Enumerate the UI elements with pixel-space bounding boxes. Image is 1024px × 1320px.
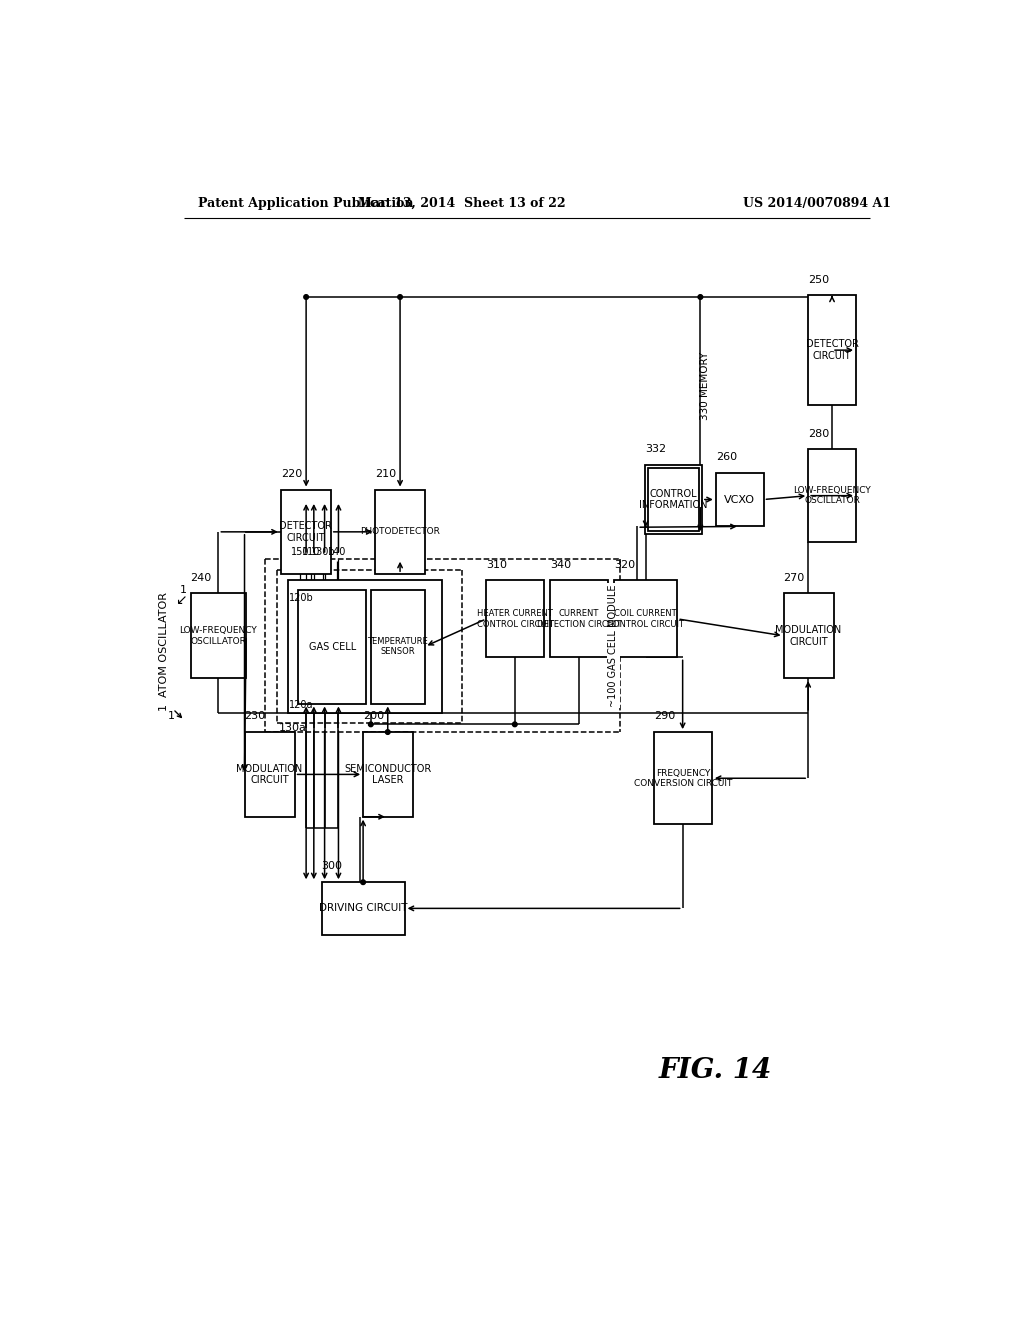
Bar [245,733,295,817]
Text: 130a: 130a [279,723,306,733]
Bar [281,490,331,574]
Text: 140: 140 [328,548,346,557]
Bar [614,581,677,657]
Text: ↙: ↙ [175,594,186,607]
Bar [190,594,246,678]
Bar [783,594,834,678]
Text: DETECTOR
CIRCUIT: DETECTOR CIRCUIT [280,521,332,543]
Text: 1  ATOM OSCILLATOR: 1 ATOM OSCILLATOR [160,591,169,710]
Text: 120a: 120a [289,700,313,710]
Bar [654,733,712,825]
Text: LOW-FREQUENCY
OSCILLATOR: LOW-FREQUENCY OSCILLATOR [179,626,257,645]
Text: 290: 290 [654,711,676,721]
Text: 130b: 130b [310,548,336,557]
Text: FREQUENCY
CONVERSION CIRCUIT: FREQUENCY CONVERSION CIRCUIT [634,768,732,788]
Text: 1: 1 [168,711,175,721]
Circle shape [369,722,373,726]
Text: 1: 1 [179,585,186,594]
Text: 240: 240 [190,573,212,582]
Text: MODULATION
CIRCUIT: MODULATION CIRCUIT [775,624,842,647]
Text: VCXO: VCXO [724,495,755,504]
Bar [486,581,544,657]
Text: 270: 270 [783,573,805,582]
Text: ~100 GAS CELL MODULE: ~100 GAS CELL MODULE [608,585,618,706]
Circle shape [397,294,402,300]
Text: 110: 110 [301,548,319,557]
Bar [550,581,608,657]
Bar [371,590,425,704]
Text: 230: 230 [245,711,265,721]
Text: SEMICONDUCTOR
LASER: SEMICONDUCTOR LASER [344,763,432,785]
Circle shape [304,294,308,300]
Text: 340: 340 [550,560,571,570]
Text: Patent Application Publication: Patent Application Publication [199,197,414,210]
Text: CONTROL
INFORMATION: CONTROL INFORMATION [639,488,708,511]
Bar [298,590,367,704]
Text: GAS CELL: GAS CELL [308,642,356,652]
Bar [645,465,701,535]
Text: DRIVING CIRCUIT: DRIVING CIRCUIT [318,903,408,913]
Circle shape [512,722,517,726]
Text: 280: 280 [808,429,829,438]
Text: 332: 332 [645,444,666,454]
Text: DETECTOR
CIRCUIT: DETECTOR CIRCUIT [806,339,858,360]
Bar [288,581,441,713]
Bar [648,469,698,531]
Bar [716,473,764,527]
Text: FIG. 14: FIG. 14 [659,1057,772,1084]
Text: 120b: 120b [289,593,314,603]
Text: HEATER CURRENT
CONTROL CIRCUIT: HEATER CURRENT CONTROL CIRCUIT [477,609,554,628]
Text: 250: 250 [808,275,829,285]
Text: CURRENT
DETECTION CIRCUIT: CURRENT DETECTION CIRCUIT [537,609,622,628]
Text: 150: 150 [291,548,309,557]
Text: 260: 260 [716,451,737,462]
Text: 300: 300 [322,862,342,871]
Text: 200: 200 [364,711,384,721]
Text: 210: 210 [376,469,396,479]
Bar [364,733,413,817]
Circle shape [385,730,390,734]
Text: US 2014/0070894 A1: US 2014/0070894 A1 [742,197,891,210]
Text: 330 MEMORY: 330 MEMORY [700,351,711,420]
Text: 220: 220 [281,469,302,479]
Circle shape [698,294,702,300]
Text: TEMPERATURE
SENSOR: TEMPERATURE SENSOR [368,636,428,656]
Text: LOW-FREQUENCY
OSCILLATOR: LOW-FREQUENCY OSCILLATOR [794,486,870,506]
Bar [376,490,425,574]
Text: Mar. 13, 2014  Sheet 13 of 22: Mar. 13, 2014 Sheet 13 of 22 [357,197,565,210]
Text: COIL CURRENT
CONTROL CIRCUIT: COIL CURRENT CONTROL CIRCUIT [607,609,684,628]
Bar [808,296,856,405]
Bar [322,882,404,935]
Bar [808,449,856,541]
Text: PHOTODETECTOR: PHOTODETECTOR [360,528,440,536]
Text: 320: 320 [614,560,635,570]
Circle shape [360,880,366,884]
Text: MODULATION
CIRCUIT: MODULATION CIRCUIT [237,763,303,785]
Text: 310: 310 [486,560,507,570]
